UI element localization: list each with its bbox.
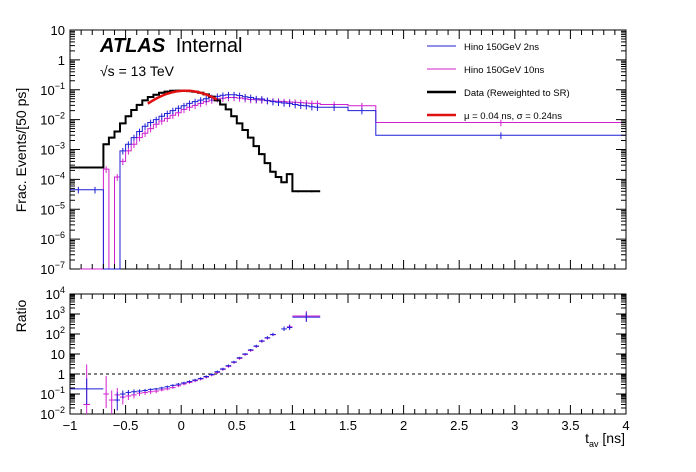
x-tick-label: −0.5 [113,418,139,433]
x-tick-label: 4 [622,418,629,433]
y-tick-base: 1 [58,53,65,68]
y-tick-label: 10−2 [40,111,65,128]
y-tick-base: 10 [40,113,54,128]
y-tick-exponent: 3 [60,305,65,315]
x-tick-label: 0.5 [228,418,246,433]
legend: Hino 150GeV 2ns Hino 150GeV 10ns Data (Rew… [427,42,570,122]
y-tick-label: 1 [58,53,65,68]
y-tick-label: 10−1 [40,385,65,402]
y-tick-label: 10−6 [40,230,65,247]
y-tick-base: 10 [40,143,54,158]
top-y-axis-label: Frac. Events/[50 ps] [13,88,29,213]
y-tick-exponent: −1 [55,385,65,395]
y-tick-exponent: −1 [55,81,65,91]
y-tick-base: 10 [46,307,60,322]
x-axis-label-main: t [585,430,589,446]
top-series-layer [70,89,626,270]
x-tick-label: 2.5 [450,418,468,433]
x-tick-label: 2 [400,418,407,433]
legend-item-hino2: Hino 150GeV 2ns [427,42,539,53]
y-tick-exponent: 2 [60,325,65,335]
y-tick-base: 1 [58,367,65,382]
y-tick-base: 10 [40,172,54,187]
x-axis-label: tav [ns] [585,430,625,449]
x-tick-label: −1 [63,418,78,433]
y-tick-label: 10−1 [40,81,65,98]
y-tick-base: 10 [40,232,54,247]
y-tick-label: 10−3 [40,141,65,158]
x-tick-label: 1.5 [339,418,357,433]
x-tick-label: 3.5 [561,418,579,433]
y-tick-label: 102 [46,325,65,342]
bottom-series-layer [70,311,626,414]
bottom-panel: −1 −0.5 0 0.5 1 1.5 2 2.5 3 3.5 410−210−1110102103… [13,285,630,449]
legend-label-hino10: Hino 150GeV 10ns [464,65,545,76]
energy-label: √s = 13 TeV [100,63,175,79]
y-tick-base: 10 [40,202,54,217]
x-tick-label: 1 [289,418,296,433]
legend-label-fit: μ = 0.04 ns, σ = 0.24ns [464,111,562,122]
bottom-tick-layer: −1 −0.5 0 0.5 1 1.5 2 2.5 3 3.5 410−210−1110102103… [40,285,629,433]
legend-label-hino2: Hino 150GeV 2ns [464,42,539,53]
y-tick-base: 10 [40,387,54,402]
y-tick-label: 103 [46,305,65,322]
y-tick-exponent: −7 [55,260,65,270]
atlas-internal: Internal [176,35,243,57]
y-tick-exponent: −6 [55,230,65,240]
ratio-series-hino2 [70,312,321,411]
y-tick-label: 10 [51,347,65,362]
y-tick-exponent: 4 [60,285,65,295]
atlas-label: ATLAS Internal [99,35,242,57]
legend-item-data: Data (Reweighted to SR) [427,88,570,99]
y-tick-label: 1 [58,367,65,382]
y-tick-label: 10−5 [40,200,65,217]
y-tick-base: 10 [46,287,60,302]
energy-sqrt: √s [100,63,115,79]
y-tick-base: 10 [40,407,54,422]
y-tick-exponent: −2 [55,111,65,121]
gaussian-fit-curve [147,89,218,105]
legend-item-fit: μ = 0.04 ns, σ = 0.24ns [427,111,562,122]
legend-label-data: Data (Reweighted to SR) [464,88,570,99]
atlas-bold: ATLAS [99,35,166,57]
y-tick-base: 10 [51,347,65,362]
x-tick-label: 3 [511,418,518,433]
x-axis-label-unit: [ns] [599,430,625,446]
y-tick-exponent: −4 [55,170,65,180]
x-axis-label-sub: av [589,439,599,449]
energy-value: = 13 TeV [115,63,175,79]
y-tick-label: 10 [51,23,65,38]
legend-item-hino10: Hino 150GeV 10ns [427,65,545,76]
x-tick-label: 0 [178,418,185,433]
bottom-y-axis-label: Ratio [13,299,29,332]
y-tick-base: 10 [51,23,65,38]
y-tick-label: 10−4 [40,170,65,187]
y-tick-exponent: −2 [55,405,65,415]
y-tick-label: 10−2 [40,405,65,422]
y-tick-exponent: −5 [55,200,65,210]
y-tick-exponent: −3 [55,141,65,151]
y-tick-base: 10 [46,327,60,342]
y-tick-label: 104 [46,285,65,302]
y-tick-label: 10−7 [40,260,65,277]
y-tick-base: 10 [40,83,54,98]
y-tick-base: 10 [40,262,54,277]
